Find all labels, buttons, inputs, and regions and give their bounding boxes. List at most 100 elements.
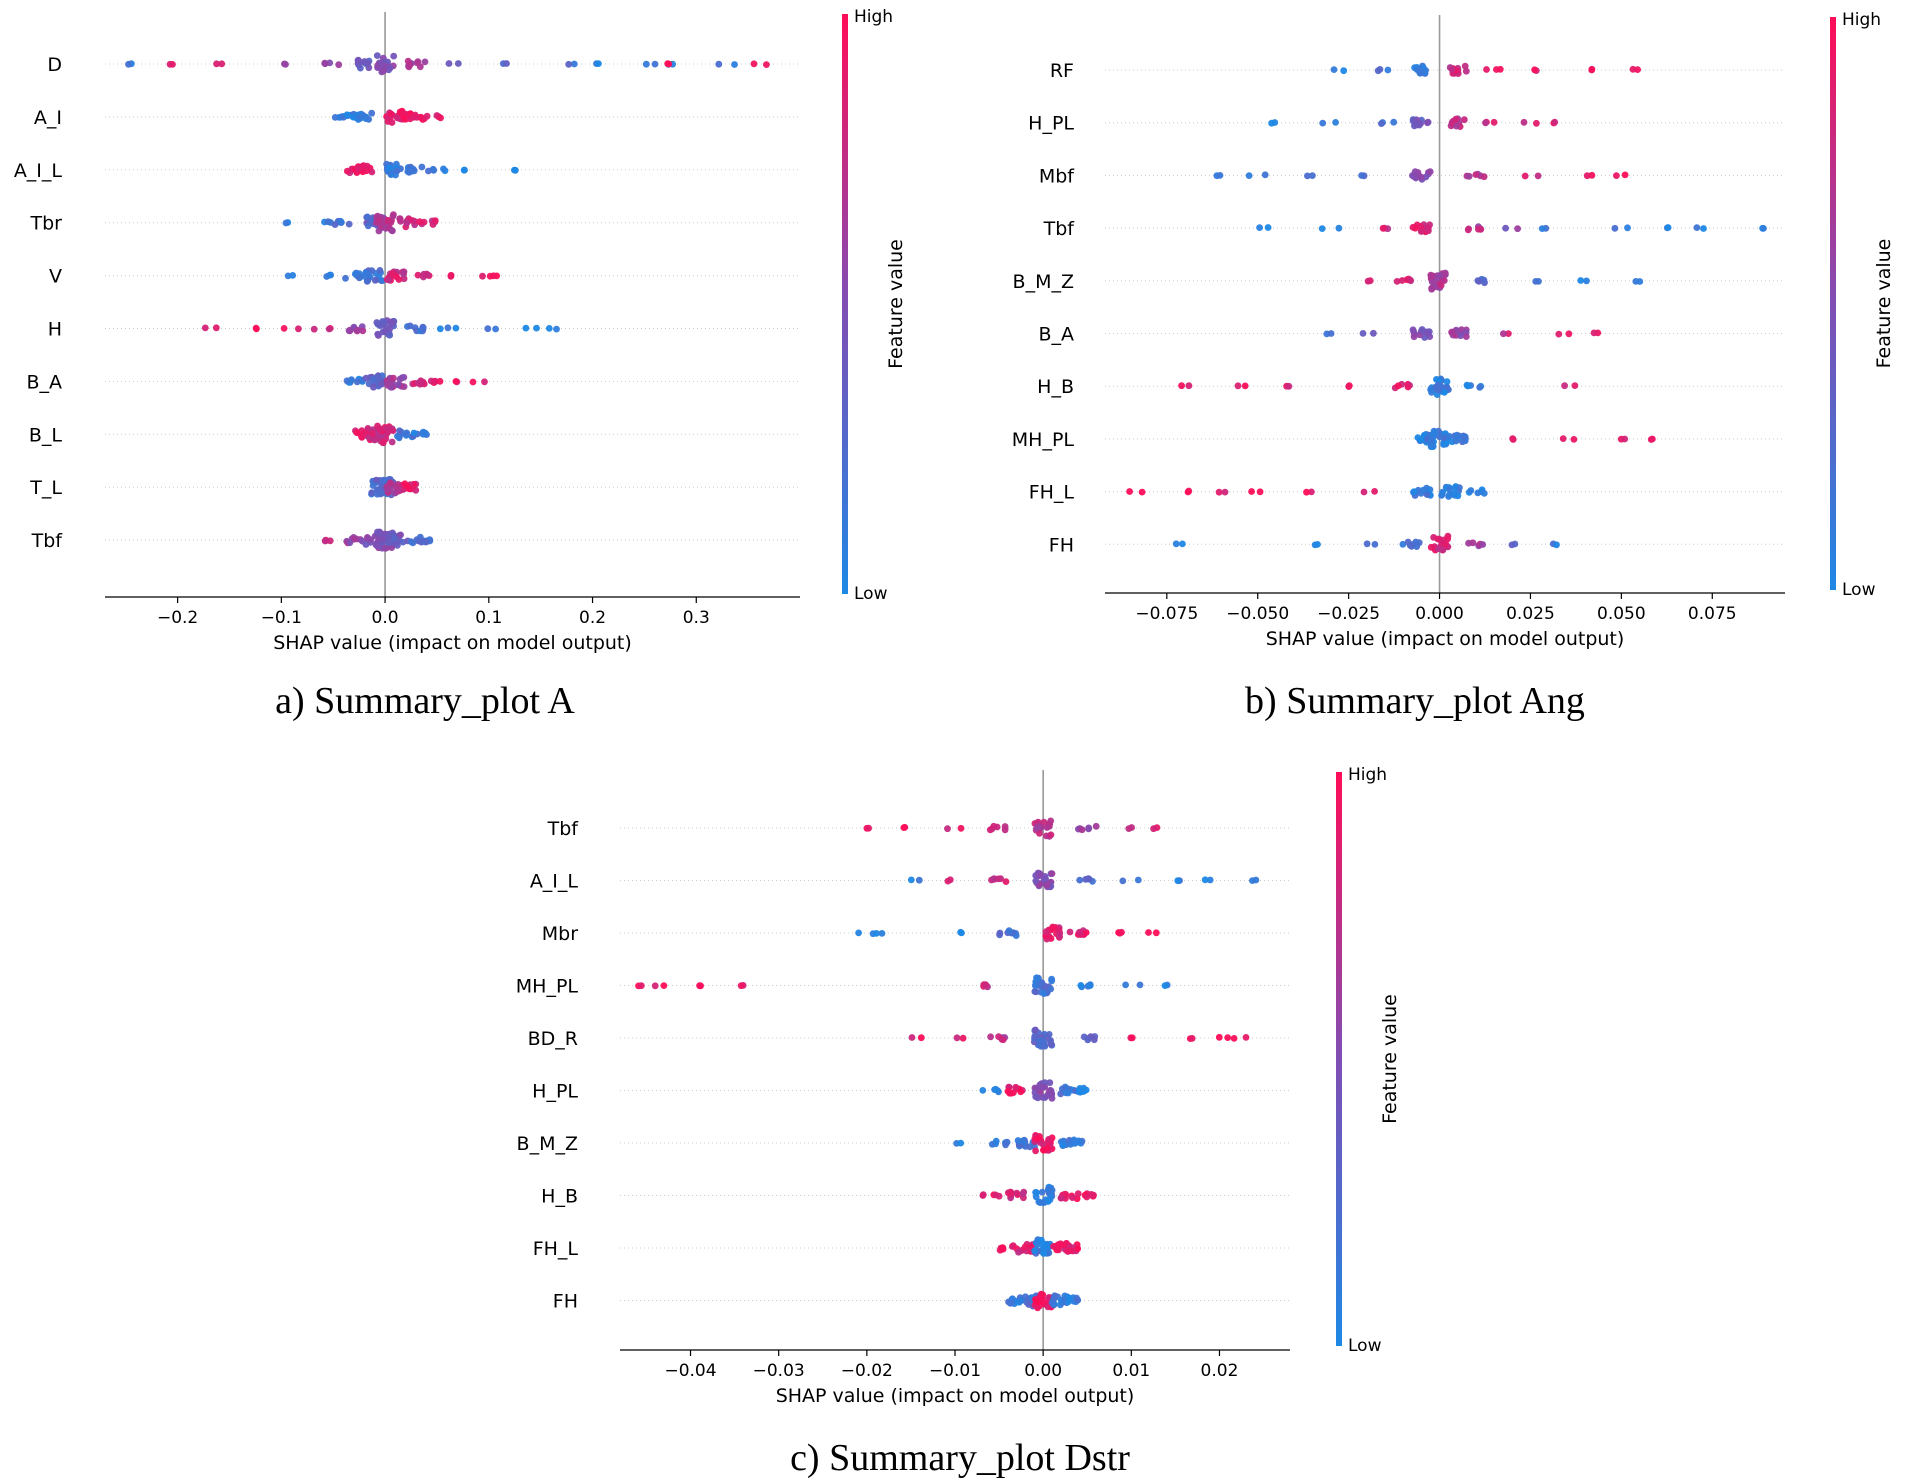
feature-label: B_A — [26, 371, 62, 393]
data-point — [996, 929, 1004, 937]
data-point — [1138, 488, 1146, 496]
data-point — [1424, 119, 1431, 127]
colorbar-low-label: Low — [854, 584, 888, 604]
data-point — [213, 60, 221, 68]
feature-label: H_PL — [1028, 113, 1074, 135]
data-point — [1457, 332, 1464, 340]
data-point — [169, 61, 176, 68]
data-point — [865, 824, 872, 832]
data-point — [492, 325, 499, 333]
data-point — [1358, 172, 1365, 179]
data-point — [878, 930, 886, 937]
data-point — [388, 119, 396, 126]
data-point — [1509, 435, 1517, 442]
data-point — [1069, 1194, 1076, 1201]
colorbar-low-label: Low — [1842, 580, 1876, 600]
x-axis-label: SHAP value (impact on model output) — [776, 1385, 1135, 1407]
data-point — [321, 537, 329, 545]
data-point — [373, 52, 381, 59]
feature-label: D — [47, 54, 62, 76]
data-point — [326, 537, 334, 545]
data-point — [1033, 1189, 1040, 1196]
data-point — [365, 271, 372, 279]
data-point — [418, 163, 426, 171]
data-point — [1411, 168, 1419, 176]
data-point — [1248, 488, 1255, 495]
data-point — [1647, 436, 1655, 443]
feature-label: V — [49, 266, 62, 288]
data-point — [388, 438, 396, 446]
data-point — [389, 227, 396, 235]
data-point — [1418, 326, 1426, 333]
data-point — [295, 325, 302, 333]
data-point — [1505, 330, 1512, 337]
feature-label: H_B — [1037, 376, 1074, 398]
data-point — [1636, 278, 1644, 285]
data-point — [1460, 432, 1467, 440]
data-point — [1126, 488, 1133, 495]
data-point — [393, 167, 401, 175]
data-point — [1032, 877, 1040, 885]
data-point — [1036, 830, 1043, 837]
data-point — [1577, 277, 1585, 284]
data-point — [1520, 118, 1528, 126]
data-point — [386, 479, 394, 487]
data-point — [1034, 1134, 1041, 1142]
data-point — [425, 167, 432, 175]
data-point — [959, 1034, 967, 1042]
data-point — [1370, 329, 1377, 337]
data-point — [1086, 981, 1094, 988]
x-tick-label: 0.2 — [579, 608, 606, 628]
data-point — [1330, 66, 1338, 73]
data-point — [1185, 382, 1193, 390]
data-point — [362, 541, 370, 548]
data-point — [371, 276, 379, 284]
data-point — [1461, 62, 1469, 70]
data-point — [419, 324, 427, 332]
data-point — [1428, 272, 1435, 280]
data-point — [1378, 120, 1385, 127]
data-point — [1034, 975, 1042, 983]
x-tick-label: 0.000 — [1415, 604, 1464, 624]
data-point — [1428, 285, 1436, 293]
data-point — [953, 1034, 961, 1042]
data-point — [855, 929, 862, 937]
data-point — [1500, 330, 1507, 338]
data-point — [1435, 545, 1442, 553]
data-point — [1314, 541, 1321, 548]
data-point — [399, 110, 407, 117]
data-point — [1308, 488, 1315, 496]
data-point — [1406, 542, 1414, 549]
data-point — [664, 60, 672, 67]
data-point — [944, 825, 951, 833]
data-point — [1033, 1298, 1040, 1306]
data-point — [642, 60, 650, 68]
data-point — [915, 876, 923, 884]
data-point — [1427, 386, 1434, 393]
feature-label: Mbf — [1039, 165, 1075, 187]
data-point — [1521, 172, 1529, 180]
data-point — [570, 60, 578, 68]
data-point — [1285, 382, 1293, 390]
data-point — [410, 167, 418, 175]
data-point — [1041, 1042, 1049, 1050]
data-point — [479, 272, 486, 280]
data-point — [379, 535, 386, 543]
data-point — [394, 381, 402, 389]
feature-label: BD_R — [528, 1028, 578, 1050]
data-point — [1040, 876, 1048, 884]
x-tick-label: 0.0 — [372, 608, 399, 628]
data-point — [379, 477, 387, 485]
data-point — [368, 109, 376, 117]
data-point — [1570, 436, 1578, 443]
data-point — [1230, 1035, 1238, 1042]
data-point — [396, 427, 403, 435]
data-point — [384, 486, 391, 493]
data-point — [1332, 119, 1339, 126]
data-point — [1261, 171, 1269, 179]
data-point — [1480, 490, 1488, 497]
panel-caption: a) Summary_plot A — [275, 680, 575, 722]
data-point — [979, 1087, 987, 1094]
data-point — [1134, 876, 1142, 884]
data-point — [375, 227, 383, 235]
